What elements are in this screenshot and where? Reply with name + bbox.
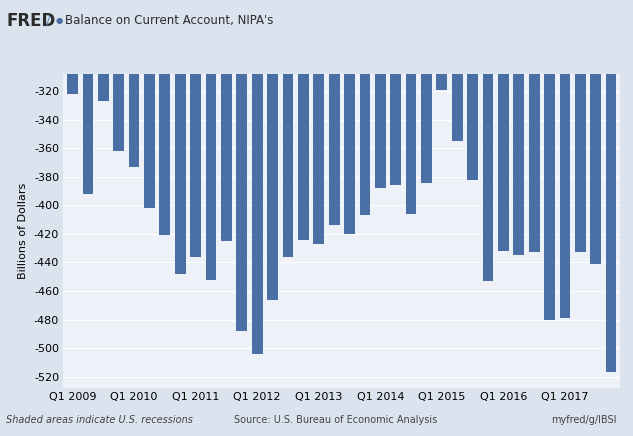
Bar (406, 0, 417, 214)
Bar (375, 0, 385, 188)
Bar (421, 0, 432, 183)
Bar (113, 0, 124, 151)
Bar (606, 0, 617, 372)
Text: Balance on Current Account, NIPA's: Balance on Current Account, NIPA's (65, 14, 273, 27)
Text: myfred/g/lBSI: myfred/g/lBSI (551, 415, 616, 425)
Bar (98, 0, 109, 101)
Text: ●: ● (56, 16, 63, 25)
Bar (191, 0, 201, 257)
Text: Source: U.S. Bureau of Economic Analysis: Source: U.S. Bureau of Economic Analysis (234, 415, 437, 425)
Bar (236, 0, 247, 331)
Bar (313, 0, 324, 244)
Text: Shaded areas indicate U.S. recessions: Shaded areas indicate U.S. recessions (6, 415, 193, 425)
Bar (160, 0, 170, 235)
Y-axis label: Billions of Dollars: Billions of Dollars (18, 183, 28, 279)
Bar (282, 0, 293, 257)
Text: FRED: FRED (6, 12, 56, 30)
Bar (560, 0, 570, 318)
Bar (452, 0, 463, 141)
Bar (591, 0, 601, 264)
Bar (360, 0, 370, 215)
Bar (252, 0, 263, 354)
Bar (206, 0, 216, 279)
Bar (391, 0, 401, 185)
Bar (498, 0, 509, 251)
Bar (82, 0, 93, 194)
Bar (544, 0, 555, 320)
Bar (482, 0, 493, 281)
Text: /: / (46, 14, 50, 27)
Bar (575, 0, 586, 252)
Bar (513, 0, 524, 255)
Bar (175, 0, 185, 274)
Bar (344, 0, 355, 234)
Bar (128, 0, 139, 167)
Bar (529, 0, 539, 252)
Bar (467, 0, 478, 180)
Bar (437, 0, 448, 90)
Bar (329, 0, 339, 225)
Bar (298, 0, 309, 240)
Bar (67, 0, 78, 94)
Bar (144, 0, 155, 208)
Bar (267, 0, 278, 300)
Bar (221, 0, 232, 241)
